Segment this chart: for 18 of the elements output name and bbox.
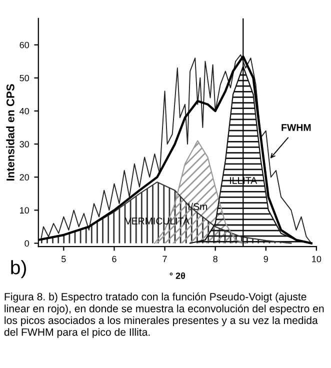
x-tick-label: 6 xyxy=(112,256,116,262)
y-tick-label: 40 xyxy=(20,108,30,114)
x-tick-label: 10 xyxy=(312,256,322,262)
x-tick-label: 5 xyxy=(62,256,66,262)
y-tick-label: 0 xyxy=(24,240,30,247)
y-tick-label: 20 xyxy=(20,174,30,180)
text: b) xyxy=(11,260,26,278)
y-tick-label: 10 xyxy=(20,207,30,214)
y-tick-label: 30 xyxy=(20,141,30,148)
y-tick-label: 50 xyxy=(20,74,30,82)
text: Figura 8. b) Espectro tratado con la función Pseudo-Voigt (ajuste linear en rojo), en donde se muestra la econvolución del espectro en los picos asociados a los minerales presentes y a su vez la medida del FWHM para el pico de Illita. xyxy=(4,292,324,338)
y-tick-label: 60 xyxy=(20,42,30,48)
annotation: FWHM xyxy=(282,124,311,131)
x-tick-label: 9 xyxy=(264,256,268,262)
y-axis-title: Intensidad en CPS xyxy=(6,84,14,181)
x-tick-label: 7 xyxy=(162,256,167,262)
x-tick-label: 8 xyxy=(213,256,218,262)
x-axis-title: ° 2θ xyxy=(170,272,186,279)
